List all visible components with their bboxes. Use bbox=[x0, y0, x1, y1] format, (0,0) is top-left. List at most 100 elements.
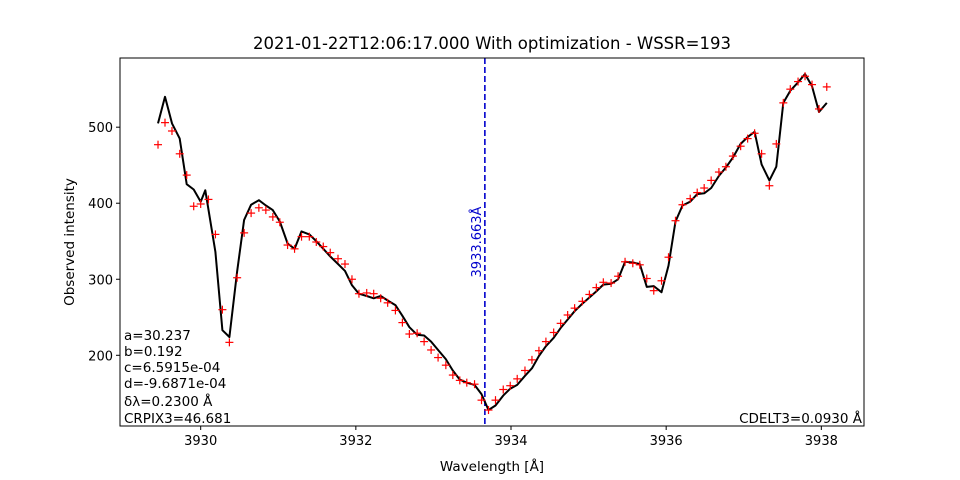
line-center-label: 3933.663Å bbox=[469, 206, 485, 277]
observed-point bbox=[822, 82, 831, 91]
param-crpix3: CRPIX3=46.681 bbox=[124, 411, 231, 427]
observed-point bbox=[283, 241, 292, 250]
observed-point bbox=[779, 98, 788, 107]
observed-point bbox=[628, 259, 637, 268]
observed-point bbox=[649, 286, 658, 295]
observed-point bbox=[506, 381, 515, 390]
observed-point bbox=[182, 171, 191, 180]
observed-point bbox=[477, 396, 486, 405]
observed-point bbox=[305, 232, 314, 241]
observed-point bbox=[398, 318, 407, 327]
chart-title: 2021-01-22T12:06:17.000 With optimizatio… bbox=[253, 34, 731, 53]
observed-point bbox=[347, 275, 356, 284]
observed-point bbox=[520, 366, 529, 375]
observed-point bbox=[527, 355, 536, 364]
observed-point bbox=[254, 203, 263, 212]
observed-point bbox=[808, 80, 817, 89]
observed-point bbox=[376, 294, 385, 303]
observed-point bbox=[664, 253, 673, 262]
param-delta-lambda: δλ=0.2300 Å bbox=[124, 393, 213, 410]
observed-point bbox=[484, 406, 493, 415]
observed-point bbox=[657, 276, 666, 285]
observed-point bbox=[801, 72, 810, 81]
observed-point bbox=[750, 129, 759, 138]
observed-point bbox=[614, 272, 623, 281]
x-tick-label: 3930 bbox=[184, 434, 217, 449]
observed-point bbox=[290, 244, 299, 253]
observed-point bbox=[570, 304, 579, 313]
observed-point bbox=[592, 283, 601, 292]
observed-point bbox=[441, 361, 450, 370]
observed-point bbox=[462, 378, 471, 387]
observed-point bbox=[362, 288, 371, 297]
observed-point bbox=[541, 337, 550, 346]
observed-point bbox=[772, 139, 781, 148]
observed-point bbox=[189, 202, 198, 211]
observed-point bbox=[160, 118, 169, 127]
fit-line bbox=[157, 73, 828, 411]
observed-point bbox=[765, 181, 774, 190]
param-d: d=-9.6871e-04 bbox=[124, 376, 226, 392]
observed-point bbox=[240, 228, 249, 237]
param-b: b=0.192 bbox=[124, 344, 183, 360]
observed-point bbox=[154, 140, 163, 149]
observed-point bbox=[693, 188, 702, 197]
x-tick-label: 3936 bbox=[650, 434, 683, 449]
observed-point bbox=[420, 337, 429, 346]
observed-point bbox=[794, 77, 803, 86]
observed-point bbox=[448, 371, 457, 380]
observed-point bbox=[786, 85, 795, 94]
x-tick-label: 3932 bbox=[339, 434, 372, 449]
observed-point bbox=[707, 176, 716, 185]
x-axis-label: Wavelength [Å] bbox=[440, 458, 544, 475]
observed-point bbox=[728, 152, 737, 161]
observed-point bbox=[585, 290, 594, 299]
observed-point bbox=[714, 168, 723, 177]
plot-area bbox=[119, 57, 865, 427]
observed-point bbox=[513, 374, 522, 383]
observed-point bbox=[499, 385, 508, 394]
observed-point bbox=[211, 230, 220, 239]
observed-point bbox=[671, 216, 680, 225]
observed-point bbox=[549, 328, 558, 337]
observed-point bbox=[340, 260, 349, 269]
observed-point bbox=[427, 345, 436, 354]
x-tick-label: 3934 bbox=[494, 434, 527, 449]
observed-point bbox=[354, 289, 363, 298]
observed-point bbox=[319, 242, 328, 251]
y-tick-label: 300 bbox=[88, 273, 113, 288]
observed-point bbox=[225, 338, 234, 347]
observed-point bbox=[413, 329, 422, 338]
observed-point bbox=[678, 200, 687, 209]
observed-point bbox=[204, 195, 213, 204]
observed-point bbox=[247, 209, 256, 218]
y-axis: 200 300 400 500 bbox=[88, 121, 120, 364]
observed-point bbox=[642, 274, 651, 283]
observed-point bbox=[721, 162, 730, 171]
observed-point bbox=[369, 289, 378, 298]
observed-point bbox=[196, 199, 205, 208]
observed-point bbox=[686, 194, 695, 203]
observed-point bbox=[534, 346, 543, 355]
observed-point bbox=[621, 257, 630, 266]
y-axis-label: Observed intensity bbox=[62, 178, 78, 306]
x-axis: 3930 3932 3934 3936 3938 bbox=[184, 426, 838, 449]
observed-point bbox=[599, 278, 608, 287]
observed-point bbox=[268, 212, 277, 221]
observed-point bbox=[563, 310, 572, 319]
fit-parameters: a=30.237 b=0.192 c=6.5915e-04 d=-9.6871e… bbox=[124, 328, 231, 427]
observed-point bbox=[635, 260, 644, 269]
observed-point bbox=[491, 396, 500, 405]
observed-point bbox=[261, 206, 270, 215]
observed-point bbox=[383, 298, 392, 307]
observed-point bbox=[700, 184, 709, 193]
observed-point bbox=[607, 279, 616, 288]
observed-point bbox=[455, 376, 464, 385]
observed-point bbox=[275, 218, 284, 227]
param-a: a=30.237 bbox=[124, 328, 191, 344]
observed-point bbox=[297, 232, 306, 241]
observed-point bbox=[736, 142, 745, 151]
observed-point bbox=[578, 297, 587, 306]
observed-point bbox=[434, 353, 443, 362]
